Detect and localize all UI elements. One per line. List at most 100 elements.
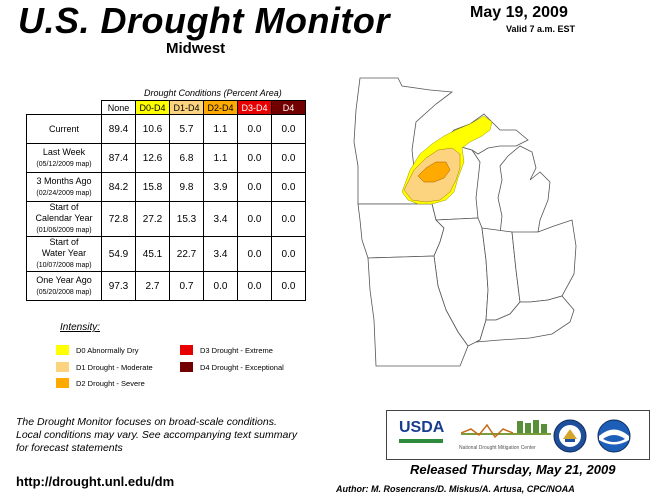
column-header: D2-D4 xyxy=(203,100,238,115)
column-header: D4 xyxy=(271,100,306,115)
state-ohio xyxy=(511,219,577,303)
row-label-line: Current xyxy=(48,123,79,134)
midwest-drought-map xyxy=(353,77,577,367)
table-cell: 3.4 xyxy=(203,201,238,237)
legend-label: D3 Drought - Extreme xyxy=(200,346,273,355)
table-row: Current 89.4 10.6 5.7 1.1 0.0 0.0 xyxy=(26,114,306,144)
table-cell: 0.7 xyxy=(169,271,204,301)
disclaimer-line: The Drought Monitor focuses on broad-sca… xyxy=(16,416,277,428)
row-label: One Year Ago (05/20/2008 map) xyxy=(26,271,102,301)
table-cell: 2.7 xyxy=(135,271,170,301)
legend-swatch xyxy=(180,345,193,355)
state-michigan-lp xyxy=(497,145,551,235)
legend-swatch xyxy=(180,362,193,372)
website-link[interactable]: http://drought.unl.edu/dm xyxy=(16,474,175,489)
agency-logos: USDA National Drought Mitigation Center xyxy=(386,410,650,460)
table-cell: 0.0 xyxy=(237,201,272,237)
legend-swatch xyxy=(56,378,69,388)
table-cell: 0.0 xyxy=(271,172,306,202)
row-label-line: Last Week xyxy=(42,146,86,157)
table-cell: 27.2 xyxy=(135,201,170,237)
table-cell: 22.7 xyxy=(169,236,204,272)
table-cell: 15.3 xyxy=(169,201,204,237)
column-header: D0-D4 xyxy=(135,100,170,115)
row-map-date: (05/12/2009 map) xyxy=(36,160,92,168)
row-map-date: (10/07/2008 map) xyxy=(36,262,92,269)
table-caption: Drought Conditions (Percent Area) xyxy=(144,88,282,98)
legend-swatch xyxy=(56,362,69,372)
row-label-line: Start of xyxy=(49,202,79,212)
table-cell: 54.9 xyxy=(101,236,136,272)
noaa-logo-icon xyxy=(597,419,631,453)
table-cell: 0.0 xyxy=(271,143,306,173)
release-date: Released Thursday, May 21, 2009 xyxy=(410,462,616,477)
table-cell: 0.0 xyxy=(271,201,306,237)
table-row: One Year Ago (05/20/2008 map) 97.3 2.7 0.7 0.… xyxy=(26,271,306,301)
state-iowa xyxy=(357,203,445,259)
commerce-seal-icon xyxy=(553,419,587,453)
table-cell: 87.4 xyxy=(101,143,136,173)
table-cell: 1.1 xyxy=(203,114,238,144)
drought-area-d2 xyxy=(417,161,451,183)
row-label: Last Week (05/12/2009 map) xyxy=(26,143,102,173)
map-date: May 19, 2009 xyxy=(470,4,568,21)
disclaimer-line: Local conditions may vary. See accompany… xyxy=(16,429,298,441)
table-corner xyxy=(27,101,102,115)
row-map-date: (02/24/2009 map) xyxy=(36,189,92,197)
region-label: Midwest xyxy=(166,40,226,57)
legend-label: D4 Drought - Exceptional xyxy=(200,363,284,372)
state-boundaries xyxy=(353,77,577,367)
row-label-line: One Year Ago xyxy=(36,274,92,285)
column-header: D3-D4 xyxy=(237,100,272,115)
table-cell: 0.0 xyxy=(237,172,272,202)
map-title: U.S. Drought Monitor xyxy=(18,0,390,41)
table-cell: 12.6 xyxy=(135,143,170,173)
row-label-line: Start of xyxy=(49,237,79,247)
drought-conditions-table: None D0-D4 D1-D4 D2-D4 D3-D4 D4 Current 89.4 10.… xyxy=(26,100,306,301)
table-cell: 10.6 xyxy=(135,114,170,144)
row-label-line: 3 Months Ago xyxy=(36,175,92,186)
table-cell: 72.8 xyxy=(101,201,136,237)
valid-time: Valid 7 a.m. EST xyxy=(506,24,576,34)
legend-label: D1 Drought - Moderate xyxy=(76,363,153,372)
table-cell: 15.8 xyxy=(135,172,170,202)
disclaimer-line: for forecast statements xyxy=(16,442,123,454)
table-row: 3 Months Ago (02/24/2009 map) 84.2 15.8 9.8 3… xyxy=(26,172,306,202)
table-row: Start of Calendar Year (01/06/2009 map) 72.… xyxy=(26,201,306,237)
table-cell: 3.4 xyxy=(203,236,238,272)
row-label: Current xyxy=(26,114,102,144)
table-cell: 97.3 xyxy=(101,271,136,301)
table-cell: 0.0 xyxy=(271,271,306,301)
table-cell: 0.0 xyxy=(237,271,272,301)
table-cell: 0.0 xyxy=(203,271,238,301)
table-cell: 0.0 xyxy=(237,143,272,173)
state-missouri xyxy=(367,255,469,367)
legend-swatch xyxy=(56,345,69,355)
ndmc-logo xyxy=(461,420,551,439)
table-cell: 84.2 xyxy=(101,172,136,202)
table-cell: 1.1 xyxy=(203,143,238,173)
legend-label: D0 Abnormally Dry xyxy=(76,346,139,355)
row-label: Start of Calendar Year (01/06/2009 map) xyxy=(26,201,102,237)
table-row: Start of Water Year (10/07/2008 map) 54.9 45… xyxy=(26,236,306,272)
state-kentucky xyxy=(475,295,575,343)
row-map-date: (05/20/2008 map) xyxy=(36,288,92,296)
table-row: Last Week (05/12/2009 map) 87.4 12.6 6.8 1.1 0… xyxy=(26,143,306,173)
table-cell: 6.8 xyxy=(169,143,204,173)
table-cell: 89.4 xyxy=(101,114,136,144)
table-cell: 0.0 xyxy=(271,236,306,272)
row-label: Start of Water Year (10/07/2008 map) xyxy=(26,236,102,272)
usda-logo-underline xyxy=(399,439,443,443)
table-cell: 3.9 xyxy=(203,172,238,202)
table-cell: 0.0 xyxy=(237,114,272,144)
row-label-line: Calendar Year xyxy=(35,213,93,223)
disclaimer-text: The Drought Monitor focuses on broad-sca… xyxy=(16,416,346,455)
table-cell: 0.0 xyxy=(271,114,306,144)
table-cell: 9.8 xyxy=(169,172,204,202)
authors: Author: M. Rosencrans/D. Miskus/A. Artus… xyxy=(336,484,575,494)
row-label-line: Water Year xyxy=(41,248,87,258)
column-header: None xyxy=(101,100,136,115)
table-cell: 5.7 xyxy=(169,114,204,144)
usda-logo: USDA xyxy=(399,419,445,436)
table-cell: 0.0 xyxy=(237,236,272,272)
